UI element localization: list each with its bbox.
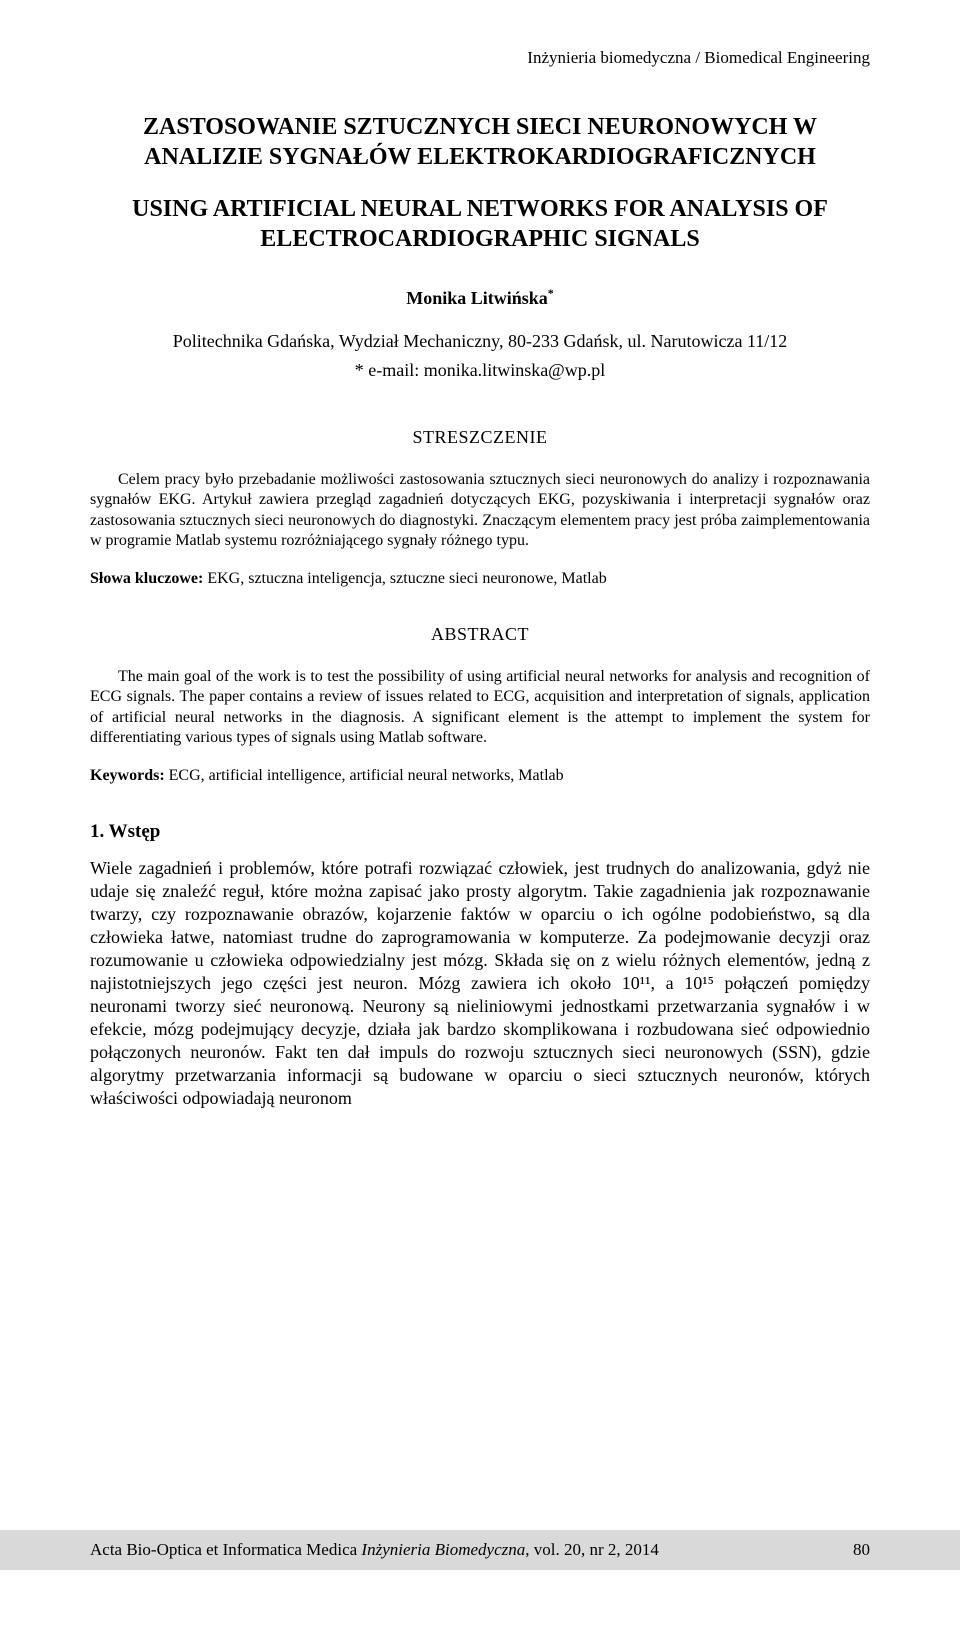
footer-prefix: Acta Bio-Optica et Informatica Medica: [90, 1540, 361, 1559]
title-english: USING ARTIFICIAL NEURAL NETWORKS FOR ANA…: [90, 194, 870, 254]
section-1-body: Wiele zagadnień i problemów, które potra…: [90, 857, 870, 1110]
footer-italic: Inżynieria Biomedyczna: [361, 1540, 525, 1559]
abstract-text: The main goal of the work is to test the…: [90, 667, 870, 749]
slowa-label: Słowa kluczowe:: [90, 570, 203, 587]
running-head: Inżynieria biomedyczna / Biomedical Engi…: [90, 48, 870, 68]
keywords: Keywords: ECG, artificial intelligence, …: [90, 767, 870, 785]
footer-journal: Acta Bio-Optica et Informatica Medica In…: [90, 1540, 659, 1560]
affiliation: Politechnika Gdańska, Wydział Mechaniczn…: [90, 331, 870, 352]
slowa-value: EKG, sztuczna inteligencja, sztuczne sie…: [203, 570, 606, 587]
footer-suffix: , vol. 20, nr 2, 2014: [525, 1540, 659, 1559]
abstract-heading: ABSTRACT: [90, 624, 870, 645]
streszczenie-text: Celem pracy było przebadanie możliwości …: [90, 470, 870, 552]
corresponding-email: * e-mail: monika.litwinska@wp.pl: [90, 360, 870, 381]
footer-page-number: 80: [853, 1540, 870, 1560]
author-name: Monika Litwińska: [406, 288, 548, 308]
section-1-heading: 1. Wstęp: [90, 821, 870, 843]
title-polish: ZASTOSOWANIE SZTUCZNYCH SIECI NEURONOWYC…: [90, 112, 870, 172]
slowa-kluczowe: Słowa kluczowe: EKG, sztuczna inteligenc…: [90, 570, 870, 588]
keywords-value: ECG, artificial intelligence, artificial…: [165, 767, 564, 784]
authors: Monika Litwińska*: [90, 286, 870, 309]
keywords-label: Keywords:: [90, 767, 165, 784]
footer-bar: Acta Bio-Optica et Informatica Medica In…: [0, 1530, 960, 1570]
streszczenie-heading: STRESZCZENIE: [90, 427, 870, 448]
author-sup: *: [548, 286, 554, 300]
